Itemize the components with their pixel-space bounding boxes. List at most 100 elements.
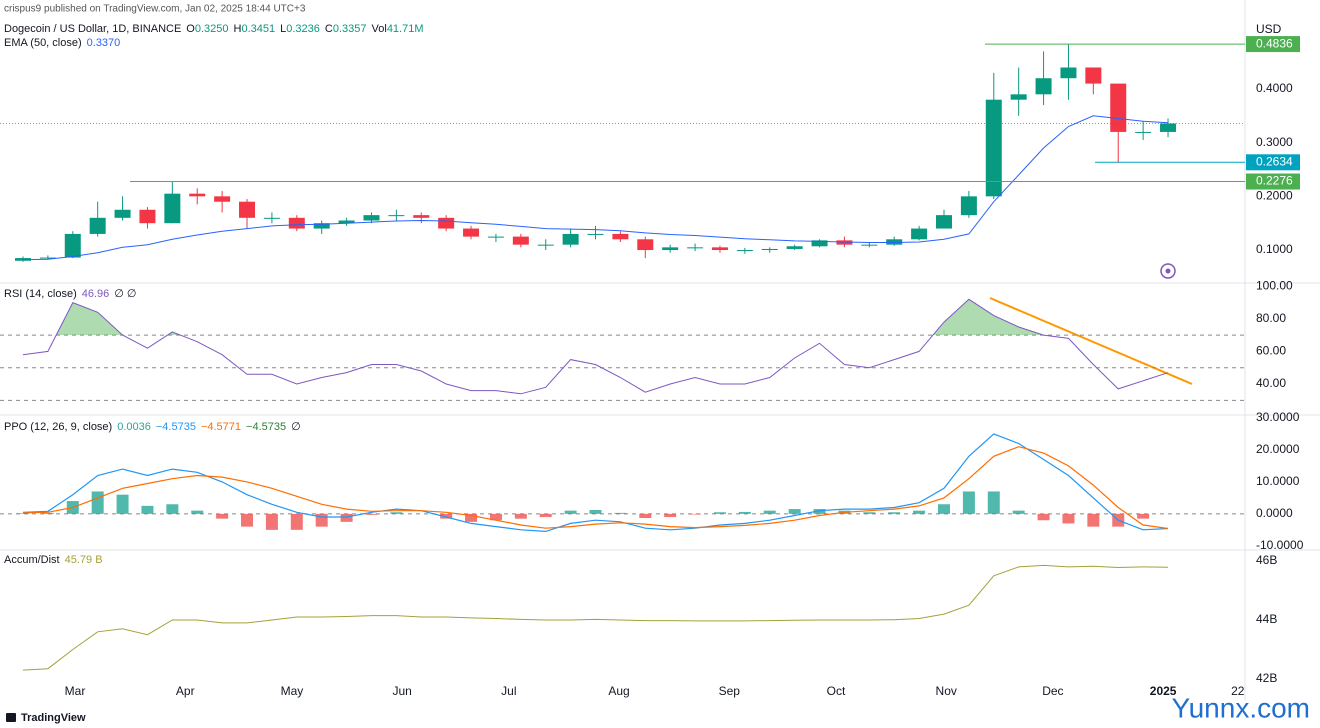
candle-body <box>1085 67 1102 84</box>
ad-line <box>22 564 1169 671</box>
histogram-bar <box>713 512 726 514</box>
histogram-bar <box>614 512 627 514</box>
candle-body <box>736 250 753 252</box>
y-tick-label: 46B <box>1256 553 1277 567</box>
candle-body <box>637 239 654 251</box>
x-tick-label: Jul <box>501 684 516 698</box>
histogram-bar <box>888 512 901 514</box>
candle-body <box>363 215 380 221</box>
histogram-bar <box>1037 513 1050 521</box>
histogram-bar <box>813 509 826 514</box>
ad-value: 45.79 B <box>65 554 103 566</box>
histogram-bar <box>962 491 975 514</box>
ema-line <box>22 115 1169 261</box>
candle-body <box>263 217 280 219</box>
y-tick-label: 80.00 <box>1256 311 1286 325</box>
candle-body <box>139 209 156 224</box>
candle-body <box>786 246 803 249</box>
histogram-bar <box>390 512 403 514</box>
histogram-bar <box>987 491 1000 514</box>
candle-body <box>512 236 529 245</box>
candle-body <box>960 196 977 216</box>
candle-body <box>711 247 728 251</box>
ad-legend: Accum/Dist <box>4 554 60 566</box>
candle-body <box>985 99 1002 197</box>
candle-body <box>164 193 181 224</box>
histogram-bar <box>1012 510 1025 514</box>
candle-body <box>1060 67 1077 79</box>
histogram-bar <box>191 510 204 514</box>
y-tick-label: 42B <box>1256 671 1277 685</box>
histogram-bar <box>141 505 154 514</box>
alert-icon[interactable] <box>1160 263 1176 279</box>
candle-body <box>1160 123 1177 132</box>
histogram-bar <box>489 513 502 521</box>
ema-value: 0.3370 <box>87 37 121 49</box>
histogram-bar <box>116 494 129 514</box>
histogram-bar <box>91 491 104 514</box>
histogram-bar <box>763 510 776 514</box>
y-tick-label: -10.0000 <box>1256 538 1304 552</box>
candle-body <box>313 223 330 229</box>
level-label: 0.2276 <box>1256 174 1293 188</box>
histogram-bar <box>863 512 876 514</box>
ppo-line <box>22 433 1169 533</box>
candle-body <box>911 228 928 240</box>
level-label-bg <box>1246 36 1300 53</box>
histogram-bar <box>738 511 751 514</box>
candle-body <box>861 244 878 246</box>
candle-body <box>64 233 81 258</box>
y-tick-label: 0.2000 <box>1256 189 1293 203</box>
histogram-bar <box>1062 513 1075 524</box>
ohlc-value: 0.3357 <box>333 23 367 35</box>
candle-body <box>214 196 231 202</box>
candle-body <box>487 236 504 238</box>
y-tick-label: 100.00 <box>1256 278 1293 292</box>
rsi-extra: ∅ ∅ <box>114 288 136 300</box>
ppo-value: −4.5735 <box>156 421 196 433</box>
histogram-bar <box>937 504 950 514</box>
ohlc-label: H <box>234 23 242 35</box>
histogram-bar <box>639 513 652 519</box>
candle-body <box>587 233 604 235</box>
x-tick-label: Mar <box>65 684 86 698</box>
candle-body <box>811 240 828 247</box>
y-tick-label: 0.4000 <box>1256 81 1293 95</box>
ppo-line <box>22 446 1169 530</box>
candle-body <box>413 215 430 218</box>
candle-body <box>89 217 106 234</box>
ppo-value: 0.0036 <box>117 421 151 433</box>
histogram-bar <box>539 513 552 518</box>
ppo-value: −4.5735 <box>246 421 286 433</box>
histogram-bar <box>913 510 926 514</box>
histogram-bar <box>265 513 278 530</box>
candle-body <box>537 244 554 246</box>
y-tick-label: 30.0000 <box>1256 410 1300 424</box>
y-tick-label: 10.0000 <box>1256 474 1300 488</box>
histogram-bar <box>689 513 702 515</box>
ohlc-label: L <box>280 23 286 35</box>
level-label: 0.4836 <box>1256 36 1293 50</box>
candle-body <box>1035 78 1052 95</box>
ohlc-label: O <box>186 23 195 35</box>
histogram-bar <box>340 513 353 522</box>
candle-body <box>463 228 480 237</box>
rsi-line <box>22 298 1169 395</box>
histogram-bar <box>290 513 303 530</box>
histogram-bar <box>216 513 229 519</box>
level-label-bg <box>1246 154 1300 171</box>
x-tick-label: Aug <box>608 684 629 698</box>
ohlc-value: 0.3451 <box>241 23 275 35</box>
candle-body <box>935 215 952 229</box>
x-tick-label: 22 <box>1231 684 1245 698</box>
candle-body <box>39 257 56 259</box>
y-tick-label: 0.0000 <box>1256 506 1293 520</box>
candle-body <box>761 248 778 251</box>
rsi-legend: RSI (14, close) <box>4 288 77 300</box>
histogram-bar <box>241 513 254 527</box>
candle-body <box>687 247 704 249</box>
ppo-legend: PPO (12, 26, 9, close) <box>4 421 112 433</box>
ohlc-value: 41.71M <box>387 23 424 35</box>
ohlc-value: 0.3250 <box>195 23 229 35</box>
